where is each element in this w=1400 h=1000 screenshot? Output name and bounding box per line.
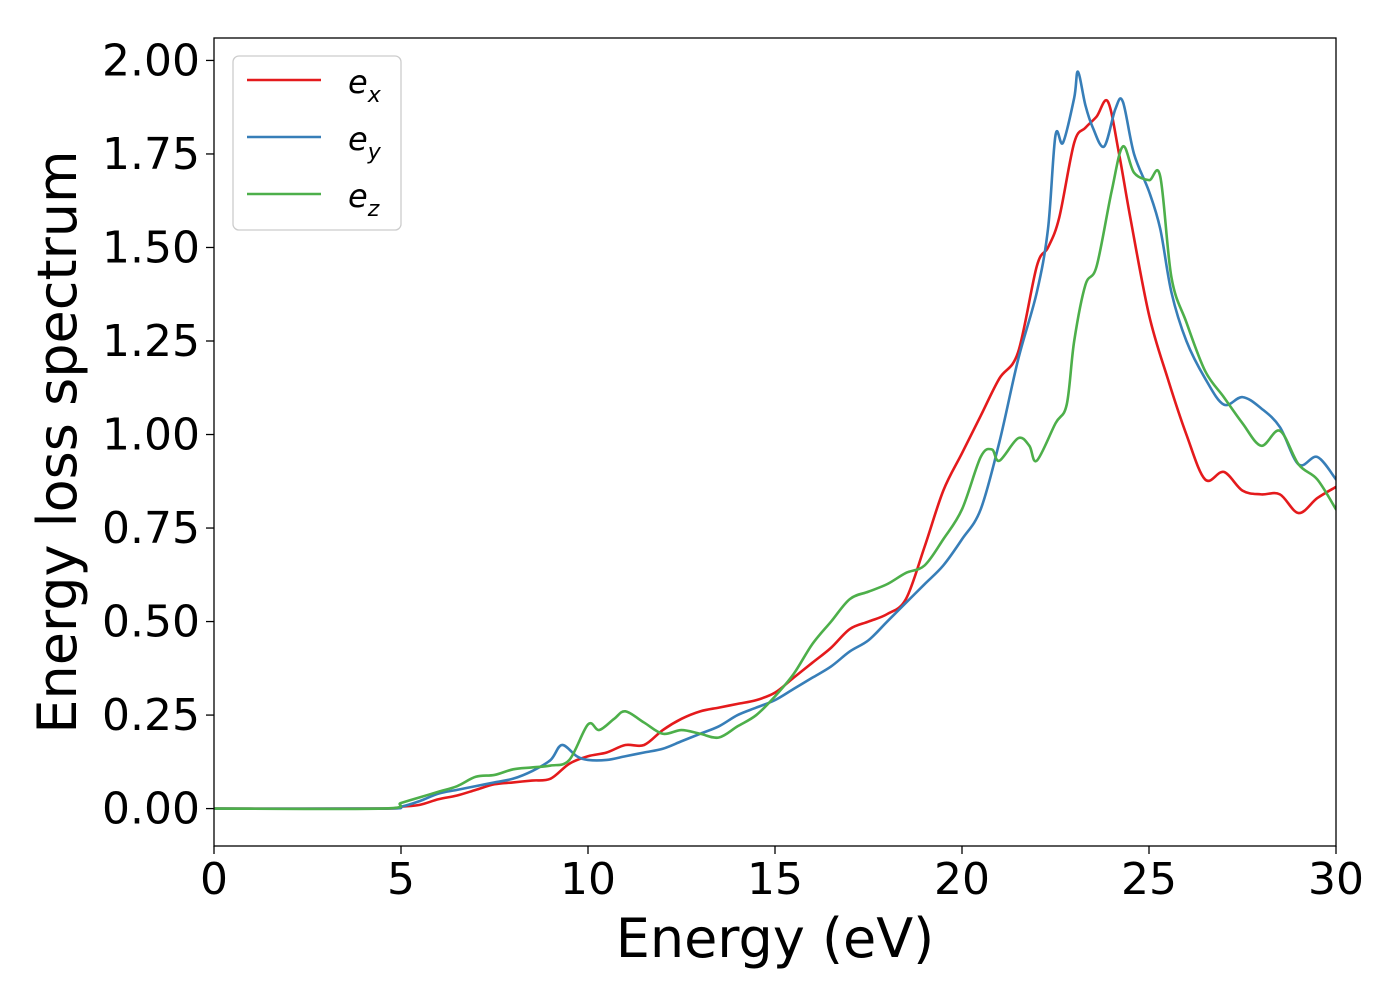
legend-items: ex ey ez: [247, 63, 382, 222]
y-tick-label: 0.75: [102, 503, 200, 554]
y-tick-label: 1.00: [102, 410, 200, 461]
axis-ticks: 0 5 10 15 20 25 30 0.00 0.25 0.50 0.75 1.00 1.25 1.50…: [102, 35, 1364, 905]
x-tick-label: 5: [387, 854, 415, 905]
legend-box: [232, 55, 402, 231]
series-line-z: [214, 145, 1336, 811]
legend-item-z: ez: [247, 177, 380, 222]
y-tick-label: 1.75: [102, 129, 200, 180]
legend-label: ex: [348, 63, 382, 108]
legend-item-x: ex: [247, 63, 382, 108]
y-tick-label: 0.25: [102, 690, 200, 741]
y-tick-label: 2.00: [102, 35, 200, 86]
legend-label: ez: [348, 177, 380, 222]
x-tick-label: 20: [934, 854, 990, 905]
y-axis-label: Energy loss spectrum: [26, 150, 89, 733]
x-tick-label: 10: [560, 854, 616, 905]
y-tick-label: 1.25: [102, 316, 200, 367]
y-tick-label: 0.00: [102, 784, 200, 835]
series-line-y: [214, 70, 1336, 811]
series-group: [214, 70, 1336, 811]
x-tick-label: 0: [200, 854, 228, 905]
x-tick-label: 30: [1308, 854, 1364, 905]
legend-label: ey: [348, 120, 382, 165]
y-tick-label: 1.50: [102, 222, 200, 273]
legend-item-y: ey: [247, 120, 382, 165]
series-line-x: [214, 98, 1336, 811]
legend: ex ey ez: [232, 55, 402, 231]
x-axis-label: Energy (eV): [616, 907, 935, 970]
y-tick-label: 0.50: [102, 597, 200, 648]
x-tick-label: 15: [747, 854, 803, 905]
x-tick-label: 25: [1121, 854, 1177, 905]
